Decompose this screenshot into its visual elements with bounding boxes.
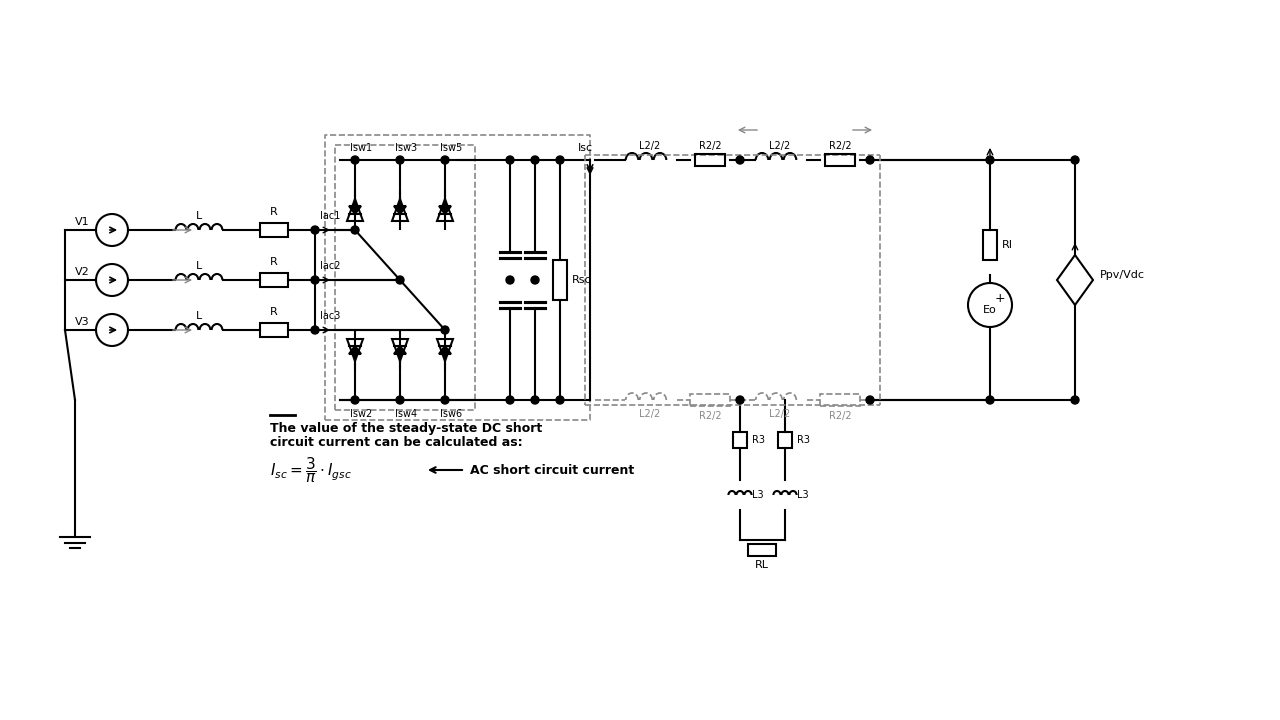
Bar — [690, 394, 730, 406]
Circle shape — [867, 396, 874, 404]
Circle shape — [396, 156, 404, 164]
Circle shape — [506, 276, 515, 284]
Text: L: L — [196, 311, 202, 321]
Circle shape — [442, 156, 449, 164]
Bar — [820, 394, 860, 406]
Circle shape — [531, 396, 539, 404]
Text: Rsc: Rsc — [572, 275, 591, 285]
Text: Ppv/Vdc: Ppv/Vdc — [1100, 270, 1146, 280]
Text: L2/2: L2/2 — [769, 141, 791, 151]
Text: R2/2: R2/2 — [699, 411, 722, 421]
Bar — [260, 323, 288, 337]
Circle shape — [506, 396, 515, 404]
Text: V2: V2 — [76, 267, 90, 277]
Text: R: R — [270, 207, 278, 217]
Text: L2/2: L2/2 — [769, 409, 791, 419]
Text: Isw5: Isw5 — [440, 143, 462, 153]
Text: R: R — [270, 257, 278, 267]
Text: $I_{sc} = \dfrac{3}{\pi} \cdot I_{gsc}$: $I_{sc} = \dfrac{3}{\pi} \cdot I_{gsc}$ — [270, 455, 352, 485]
Text: Isw3: Isw3 — [396, 143, 417, 153]
Circle shape — [1071, 396, 1079, 404]
Polygon shape — [349, 346, 361, 354]
Text: L2/2: L2/2 — [640, 409, 660, 419]
Text: R: R — [270, 307, 278, 317]
Circle shape — [867, 156, 874, 164]
Bar — [260, 273, 288, 287]
Text: RL: RL — [755, 560, 769, 570]
Text: RI: RI — [1002, 240, 1012, 250]
Text: L: L — [196, 261, 202, 271]
Text: R2/2: R2/2 — [828, 141, 851, 151]
Text: R2/2: R2/2 — [699, 141, 722, 151]
Circle shape — [736, 396, 744, 404]
Text: R2/2: R2/2 — [828, 411, 851, 421]
Text: R3: R3 — [751, 435, 765, 445]
Bar — [983, 230, 997, 260]
Text: +: + — [995, 292, 1005, 305]
Bar — [778, 432, 792, 448]
Polygon shape — [394, 206, 406, 214]
Bar — [553, 260, 567, 300]
Text: Isw6: Isw6 — [440, 409, 462, 419]
Circle shape — [736, 156, 744, 164]
Text: L2/2: L2/2 — [640, 141, 660, 151]
Text: Isc: Isc — [577, 143, 593, 153]
Circle shape — [396, 276, 404, 284]
Text: Iac1: Iac1 — [320, 211, 340, 221]
Text: V3: V3 — [76, 317, 90, 327]
Circle shape — [506, 156, 515, 164]
Polygon shape — [349, 206, 361, 214]
Circle shape — [442, 396, 449, 404]
Circle shape — [311, 226, 319, 234]
Bar — [748, 544, 776, 556]
Circle shape — [556, 396, 564, 404]
Bar — [826, 154, 855, 166]
Text: Iac3: Iac3 — [320, 311, 340, 321]
Text: V1: V1 — [76, 217, 90, 227]
Text: AC short circuit current: AC short circuit current — [470, 464, 635, 477]
Text: L3: L3 — [751, 490, 764, 500]
Text: Isw1: Isw1 — [349, 143, 372, 153]
Circle shape — [351, 396, 358, 404]
Circle shape — [986, 156, 995, 164]
Bar — [695, 154, 724, 166]
Circle shape — [442, 326, 449, 334]
Circle shape — [531, 276, 539, 284]
Text: Iac2: Iac2 — [320, 261, 340, 271]
Circle shape — [396, 396, 404, 404]
Polygon shape — [394, 346, 406, 354]
Text: Isw2: Isw2 — [349, 409, 372, 419]
Bar — [733, 432, 748, 448]
Text: L3: L3 — [797, 490, 809, 500]
Text: R3: R3 — [797, 435, 810, 445]
Polygon shape — [439, 346, 451, 354]
Circle shape — [986, 396, 995, 404]
Circle shape — [1071, 156, 1079, 164]
Bar — [260, 223, 288, 237]
Text: The value of the steady-state DC short: The value of the steady-state DC short — [270, 421, 543, 434]
Text: L: L — [196, 211, 202, 221]
Circle shape — [531, 156, 539, 164]
Polygon shape — [439, 206, 451, 214]
Text: Eo: Eo — [983, 305, 997, 315]
Circle shape — [351, 156, 358, 164]
Circle shape — [311, 326, 319, 334]
Circle shape — [351, 226, 358, 234]
Text: circuit current can be calculated as:: circuit current can be calculated as: — [270, 436, 522, 449]
Circle shape — [311, 276, 319, 284]
Text: Isw4: Isw4 — [396, 409, 417, 419]
Circle shape — [556, 156, 564, 164]
